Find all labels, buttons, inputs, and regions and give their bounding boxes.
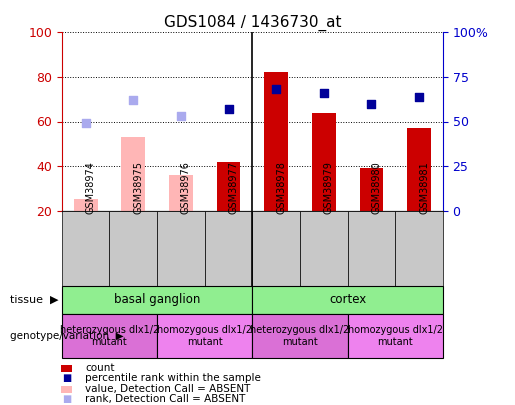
Bar bbox=[264, 72, 288, 211]
Point bbox=[81, 120, 90, 126]
Bar bbox=[252, 286, 443, 314]
Bar bbox=[359, 168, 383, 211]
Text: GSM38977: GSM38977 bbox=[229, 161, 238, 214]
Bar bbox=[395, 211, 443, 286]
Text: value, Detection Call = ABSENT: value, Detection Call = ABSENT bbox=[85, 384, 250, 394]
Text: GSM38978: GSM38978 bbox=[276, 162, 286, 214]
Text: GSM38976: GSM38976 bbox=[181, 162, 191, 214]
Text: GSM38981: GSM38981 bbox=[419, 162, 429, 214]
Point bbox=[225, 106, 233, 112]
Bar bbox=[348, 211, 395, 286]
Point bbox=[177, 113, 185, 119]
Text: genotype/variation  ▶: genotype/variation ▶ bbox=[10, 331, 124, 341]
Point bbox=[320, 90, 328, 96]
Bar bbox=[74, 200, 97, 211]
Text: heterozygous dlx1/2
mutant: heterozygous dlx1/2 mutant bbox=[60, 325, 159, 347]
Bar bbox=[62, 286, 252, 314]
Title: GDS1084 / 1436730_at: GDS1084 / 1436730_at bbox=[164, 15, 341, 31]
Bar bbox=[217, 162, 241, 211]
Bar bbox=[157, 314, 252, 358]
Bar bbox=[300, 211, 348, 286]
Bar bbox=[407, 128, 431, 211]
Text: ■: ■ bbox=[62, 394, 72, 404]
Bar bbox=[62, 314, 157, 358]
Text: tissue  ▶: tissue ▶ bbox=[10, 295, 59, 305]
Bar bbox=[62, 211, 109, 286]
Text: GSM38974: GSM38974 bbox=[85, 162, 96, 214]
Text: GSM38975: GSM38975 bbox=[133, 161, 143, 214]
Bar bbox=[122, 137, 145, 211]
Text: homozygous dlx1/2
mutant: homozygous dlx1/2 mutant bbox=[348, 325, 443, 347]
Text: homozygous dlx1/2
mutant: homozygous dlx1/2 mutant bbox=[157, 325, 252, 347]
Bar bbox=[204, 211, 252, 286]
Text: GSM38979: GSM38979 bbox=[324, 162, 334, 214]
Bar bbox=[169, 175, 193, 211]
Text: GSM38980: GSM38980 bbox=[371, 162, 382, 214]
Text: heterozygous dlx1/2
mutant: heterozygous dlx1/2 mutant bbox=[250, 325, 350, 347]
Bar bbox=[109, 211, 157, 286]
Text: ■: ■ bbox=[62, 373, 72, 383]
Bar bbox=[252, 314, 348, 358]
Bar bbox=[252, 211, 300, 286]
Bar bbox=[312, 113, 336, 211]
Text: cortex: cortex bbox=[329, 293, 366, 306]
Text: percentile rank within the sample: percentile rank within the sample bbox=[85, 373, 261, 383]
Text: rank, Detection Call = ABSENT: rank, Detection Call = ABSENT bbox=[85, 394, 245, 404]
Text: count: count bbox=[85, 363, 114, 373]
Bar bbox=[348, 314, 443, 358]
Bar bbox=[157, 211, 204, 286]
Point bbox=[272, 86, 280, 93]
Text: basal ganglion: basal ganglion bbox=[114, 293, 200, 306]
Point bbox=[415, 93, 423, 100]
Point bbox=[129, 97, 138, 103]
Point bbox=[367, 100, 375, 107]
